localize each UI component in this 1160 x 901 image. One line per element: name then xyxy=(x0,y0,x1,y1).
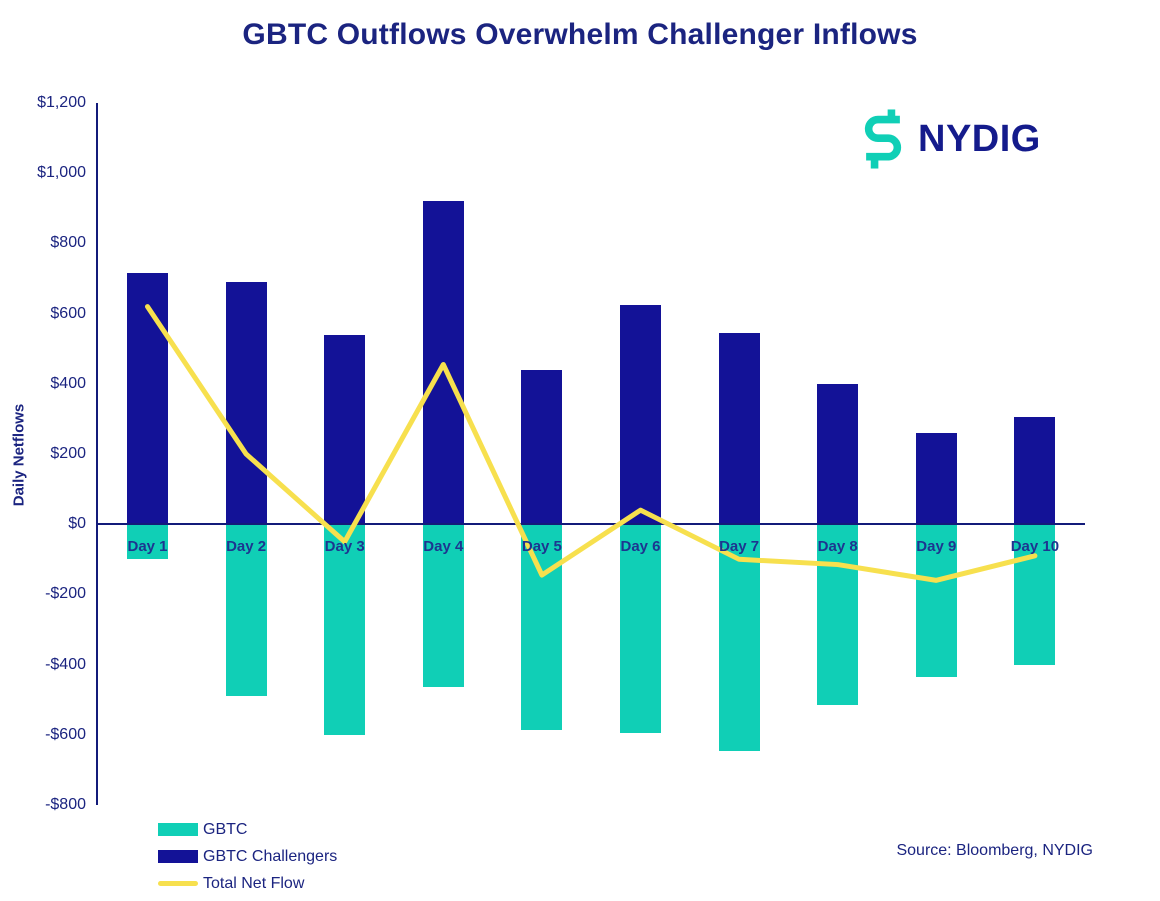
legend-swatch-net_flow_yellow xyxy=(158,881,198,886)
y-axis-tick-label: $1,200 xyxy=(37,94,86,111)
y-axis-tick-label: $800 xyxy=(50,234,86,252)
legend-swatch-challenger_navy xyxy=(158,850,198,863)
gbtc-bar xyxy=(620,524,661,734)
x-axis-day-label: Day 3 xyxy=(324,538,365,556)
y-axis-tick-label: $600 xyxy=(50,304,86,322)
x-axis-day-label: Day 5 xyxy=(521,538,562,556)
challenger-bar xyxy=(225,282,267,525)
x-axis-day-label: Day 6 xyxy=(620,538,661,556)
zero-axis-line xyxy=(96,523,1085,526)
x-axis-day-label: Day 1 xyxy=(127,538,168,556)
nydig-logo-text: NYDIG xyxy=(918,117,1041,160)
challenger-bar xyxy=(127,273,168,525)
nydig-dollar-icon xyxy=(864,109,902,169)
legend-label: Total Net Flow xyxy=(203,874,305,892)
challenger-bar xyxy=(324,334,366,525)
legend-swatch-gbtc_teal xyxy=(158,823,198,836)
y-axis-tick-label: $200 xyxy=(50,445,86,462)
nydig-logo: NYDIG xyxy=(856,106,1041,172)
legend-item: Total Net Flow xyxy=(158,870,337,897)
legend-label: GBTC xyxy=(203,820,248,838)
x-axis-day-label: Day 8 xyxy=(817,538,858,556)
x-axis-day-label: Day 4 xyxy=(423,538,464,556)
challenger-bar xyxy=(1014,417,1056,525)
challenger-bar xyxy=(620,304,661,525)
x-axis-day-label: Day 2 xyxy=(226,538,267,556)
y-axis-tick-label: -$800 xyxy=(45,796,86,813)
x-axis-day-label: Day 10 xyxy=(1010,538,1060,556)
y-axis-tick-label: $0 xyxy=(68,515,86,533)
y-axis-tick-label: -$200 xyxy=(45,585,86,603)
legend-item: GBTC Challengers xyxy=(158,843,337,870)
challenger-bar xyxy=(718,332,760,525)
source-note: Source: Bloomberg, NYDIG xyxy=(896,842,1093,859)
challenger-bar xyxy=(817,383,859,525)
gbtc-bar xyxy=(718,524,760,751)
y-axis-tick-label: -$400 xyxy=(45,655,86,673)
challenger-bar xyxy=(422,201,464,525)
chart-title: GBTC Outflows Overwhelm Challenger Inflo… xyxy=(242,18,918,51)
y-axis-tick-label: $400 xyxy=(50,374,86,392)
legend-item: GBTC xyxy=(158,816,337,843)
challenger-bar xyxy=(521,369,563,525)
chart-legend: GBTC GBTC Challengers Total Net Flow xyxy=(158,816,337,897)
y-axis-tick-label: -$600 xyxy=(45,725,86,743)
gbtc-bar xyxy=(324,524,366,735)
x-axis-day-label: Day 9 xyxy=(916,538,957,556)
y-axis-line xyxy=(96,103,98,805)
y-axis-tick-label: $1,000 xyxy=(37,164,86,182)
challenger-bar xyxy=(915,432,957,525)
x-axis-day-label: Day 7 xyxy=(719,538,760,556)
legend-label: GBTC Challengers xyxy=(203,847,338,865)
